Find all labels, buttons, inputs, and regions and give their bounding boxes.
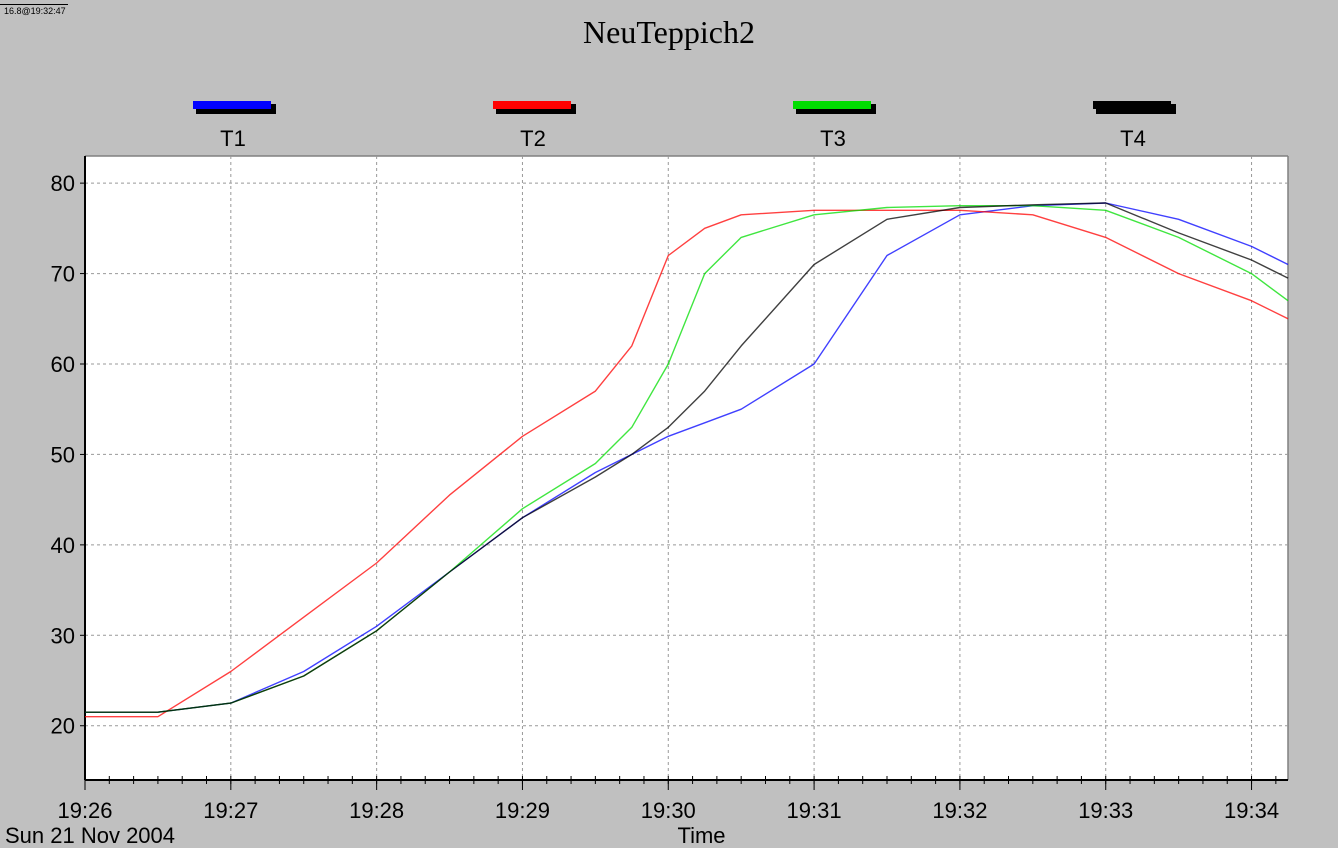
x-tick-label: 19:32 [932, 798, 987, 823]
corner-divider [0, 4, 68, 5]
legend-label: T1 [220, 126, 246, 151]
x-tick-label: 19:30 [641, 798, 696, 823]
legend-label: T2 [520, 126, 546, 151]
chart-title: NeuTeppich2 [583, 14, 755, 50]
legend-swatch [193, 101, 271, 109]
y-tick-label: 20 [51, 714, 75, 739]
x-tick-label: 19:34 [1224, 798, 1279, 823]
x-tick-label: 19:26 [57, 798, 112, 823]
legend-swatch [1093, 101, 1171, 109]
date-label: Sun 21 Nov 2004 [5, 823, 175, 848]
x-tick-label: 19:31 [787, 798, 842, 823]
legend-label: T3 [820, 126, 846, 151]
y-tick-label: 30 [51, 623, 75, 648]
series-line-t4 [85, 202, 1289, 713]
x-axis-label: Time [677, 823, 725, 848]
x-tick-label: 19:29 [495, 798, 550, 823]
cursor-readout: 16.8@19:32:47 [4, 6, 66, 16]
plot-area [85, 156, 1288, 780]
x-tick-label: 19:27 [203, 798, 258, 823]
x-tick-label: 19:28 [349, 798, 404, 823]
y-tick-label: 50 [51, 442, 75, 467]
series-line-t2 [85, 209, 1289, 718]
legend-swatch [493, 101, 571, 109]
x-tick-label: 19:33 [1078, 798, 1133, 823]
legend-swatch [793, 101, 871, 109]
y-tick-label: 40 [51, 533, 75, 558]
y-tick-label: 80 [51, 171, 75, 196]
y-tick-label: 60 [51, 352, 75, 377]
legend-label: T4 [1120, 126, 1146, 151]
y-tick-label: 70 [51, 262, 75, 287]
